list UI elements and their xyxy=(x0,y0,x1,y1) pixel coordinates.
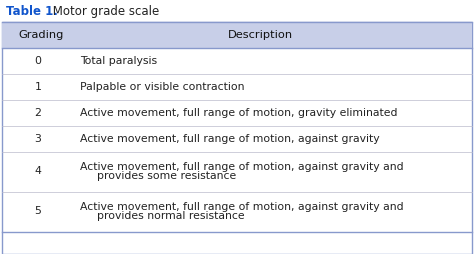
Bar xyxy=(2,22,472,47)
Text: Table 1.: Table 1. xyxy=(6,5,58,18)
Text: Active movement, full range of motion, against gravity and: Active movement, full range of motion, a… xyxy=(80,162,404,172)
Text: Active movement, full range of motion, gravity eliminated: Active movement, full range of motion, g… xyxy=(80,107,398,118)
Text: 4: 4 xyxy=(35,167,41,177)
Text: Total paralysis: Total paralysis xyxy=(80,56,157,66)
Text: Motor grade scale: Motor grade scale xyxy=(49,5,159,18)
Text: Grading: Grading xyxy=(18,29,64,40)
Text: 1: 1 xyxy=(35,82,41,91)
Text: Active movement, full range of motion, against gravity and: Active movement, full range of motion, a… xyxy=(80,202,404,212)
Text: Description: Description xyxy=(228,29,293,40)
Text: provides some resistance: provides some resistance xyxy=(90,171,236,181)
Text: 2: 2 xyxy=(35,107,41,118)
Text: 3: 3 xyxy=(35,134,41,144)
Text: 0: 0 xyxy=(35,56,42,66)
Text: Active movement, full range of motion, against gravity: Active movement, full range of motion, a… xyxy=(80,134,380,144)
Text: 5: 5 xyxy=(35,207,41,216)
Text: provides normal resistance: provides normal resistance xyxy=(90,211,245,221)
Text: Palpable or visible contraction: Palpable or visible contraction xyxy=(80,82,245,91)
